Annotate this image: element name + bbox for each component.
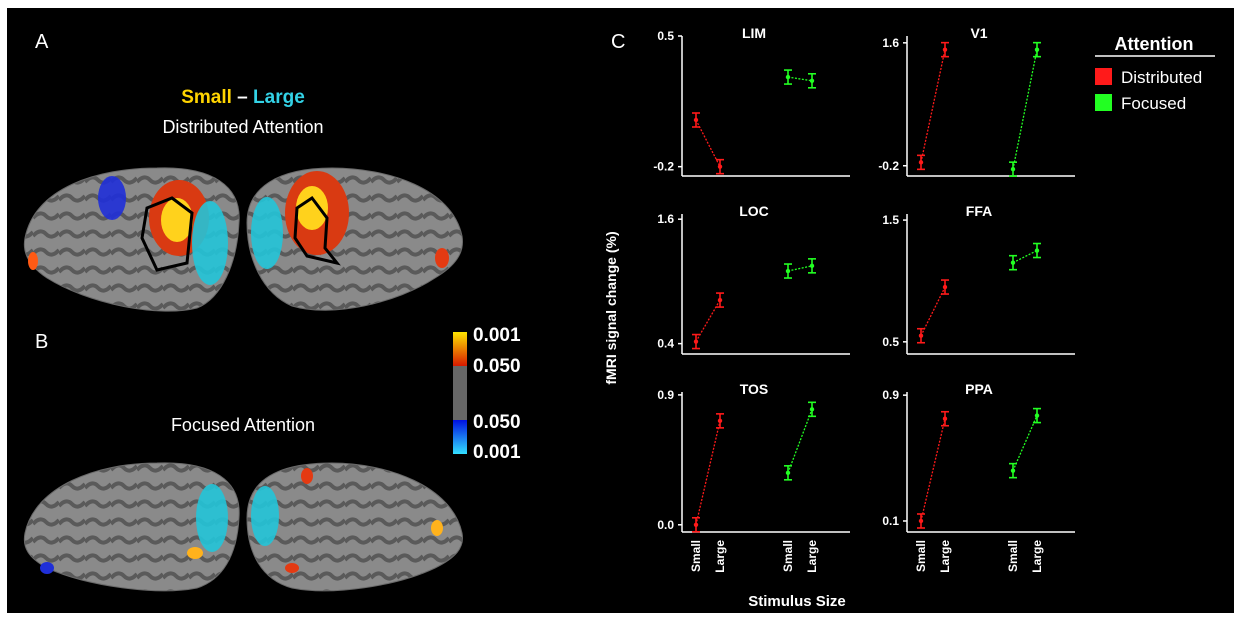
colorbar-label-hot-min: 0.050 — [473, 356, 521, 377]
category-label-large: Large — [1030, 540, 1044, 573]
loc-ytick-label: 0.4 — [657, 337, 674, 351]
category-label-large: Large — [938, 540, 952, 573]
legend-label-distributed: Distributed — [1121, 68, 1202, 87]
tos-ytick-label: 0.9 — [657, 388, 674, 402]
figure-svg: A Small – Large Distributed Attention B … — [23, 25, 1215, 610]
contrast-small: Small — [181, 87, 232, 108]
lim-distributed-large-point — [717, 164, 723, 169]
ppa-ytick-label: 0.9 — [882, 388, 899, 402]
brain-left-distributed — [23, 167, 240, 312]
v1-focused-small-point — [1010, 166, 1016, 172]
distributed-condition-title: Distributed Attention — [162, 117, 323, 137]
tos-distributed-small-point — [693, 522, 699, 527]
category-label-small: Small — [1006, 540, 1020, 572]
ffa-distributed-small-point — [918, 333, 924, 338]
colorbar: 0.001 0.050 0.050 0.001 — [453, 325, 521, 463]
tos-title: TOS — [740, 381, 769, 397]
lim-ytick-label: 0.5 — [657, 29, 674, 43]
ffa-focused-large-point — [1034, 248, 1040, 253]
contrast-large: Large — [253, 87, 305, 108]
lim-ytick-label: -0.2 — [653, 160, 674, 174]
category-label-small: Small — [781, 540, 795, 572]
ffa-ytick-label: 0.5 — [882, 335, 899, 349]
loc-focused-line — [787, 265, 813, 272]
loc-ytick-label: 1.6 — [657, 212, 674, 226]
v1-distributed-small-point — [918, 160, 924, 165]
category-label-large: Large — [805, 540, 819, 573]
v1-ytick-label: -0.2 — [878, 159, 899, 173]
tos-ytick-label: 0.0 — [657, 518, 674, 532]
brain-right-distributed — [246, 167, 464, 311]
v1-focused-line — [1012, 49, 1038, 170]
colorbar-hot — [453, 332, 467, 366]
ppa-distributed-small-point — [918, 518, 924, 524]
loc-focused-small-point — [785, 268, 791, 274]
legend-swatch-distributed — [1095, 68, 1112, 85]
panel-c-label: C — [611, 31, 625, 53]
legend-title: Attention — [1115, 34, 1194, 54]
tos-focused-small-point — [785, 470, 791, 476]
panel-b-label: B — [35, 331, 48, 353]
v1-focused-large-point — [1034, 47, 1040, 52]
v1-distributed-large-point — [942, 47, 948, 52]
brain-left-focused — [23, 462, 240, 592]
lim-distributed-small-point — [693, 117, 699, 123]
loc-distributed-large-point — [717, 297, 723, 303]
colorbar-label-hot-max: 0.001 — [473, 325, 521, 346]
ppa-distributed-line — [920, 418, 946, 522]
ppa-distributed-large-point — [942, 416, 948, 421]
legend: Attention Distributed Focused — [1095, 34, 1215, 113]
loc-distributed-small-point — [693, 339, 699, 344]
contrast-separator: – — [232, 87, 253, 108]
legend-label-focused: Focused — [1121, 94, 1186, 113]
category-label-small: Small — [914, 540, 928, 572]
lim-title: LIM — [742, 25, 766, 41]
lim-focused-line — [787, 76, 813, 82]
ffa-ytick-label: 1.5 — [882, 213, 899, 227]
category-label-small: Small — [689, 540, 703, 572]
ffa-focused-small-point — [1010, 260, 1016, 265]
focused-condition-title: Focused Attention — [171, 415, 315, 435]
ppa-focused-small-point — [1010, 468, 1016, 473]
ppa-focused-large-point — [1034, 413, 1040, 418]
colorbar-label-cold-min: 0.050 — [473, 412, 521, 433]
panel-a-label: A — [35, 31, 49, 53]
tos-distributed-large-point — [717, 418, 723, 424]
lim-focused-large-point — [809, 78, 815, 84]
legend-swatch-focused — [1095, 94, 1112, 111]
category-label-large: Large — [713, 540, 727, 573]
v1-distributed-line — [920, 49, 946, 163]
loc-title: LOC — [739, 203, 769, 219]
v1-ytick-label: 1.6 — [882, 36, 899, 50]
colorbar-gray — [453, 366, 467, 420]
brain-right-focused — [246, 462, 464, 592]
ffa-title: FFA — [966, 203, 992, 219]
ppa-focused-line — [1012, 415, 1038, 471]
ppa-ytick-label: 0.1 — [882, 514, 899, 528]
contrast-title: Small – Large — [181, 87, 305, 108]
ffa-focused-line — [1012, 249, 1038, 264]
v1-title: V1 — [970, 25, 987, 41]
tos-distributed-line — [695, 420, 721, 525]
ppa-title: PPA — [965, 381, 993, 397]
tos-focused-line — [787, 409, 813, 474]
x-axis-label: Stimulus Size — [748, 593, 846, 610]
colorbar-cold — [453, 420, 467, 454]
colorbar-label-cold-max: 0.001 — [473, 442, 521, 463]
ffa-distributed-large-point — [942, 284, 948, 290]
loc-focused-large-point — [809, 263, 815, 269]
lim-focused-small-point — [785, 74, 791, 80]
tos-focused-large-point — [809, 407, 815, 412]
figure: A Small – Large Distributed Attention B … — [7, 8, 1234, 613]
y-axis-label: fMRI signal change (%) — [603, 231, 619, 384]
charts: LIM 0.5 -0.2 V1 1.6 -0.2 LOC 1.6 0.4 FFA 1.5 0.5 TOS… — [653, 25, 1075, 573]
